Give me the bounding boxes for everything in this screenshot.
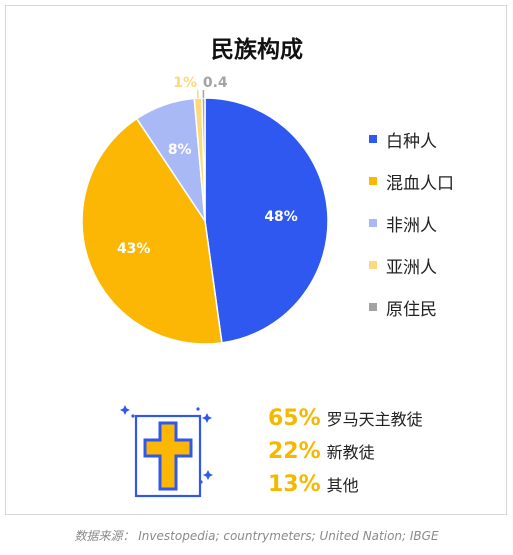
- legend-swatch: [369, 261, 377, 269]
- legend-swatch: [369, 177, 377, 185]
- data-label: 1%: [173, 75, 197, 91]
- legend-item: 非洲人: [369, 202, 454, 244]
- data-source: 数据来源： Investopedia; countrymeters; Unite…: [74, 529, 439, 543]
- legend-label: 非洲人: [386, 215, 437, 236]
- sparkle-icon: [120, 405, 135, 418]
- religion-name: 新教徒: [326, 443, 375, 462]
- religion-percent: 65%: [268, 406, 321, 431]
- chart-title: 民族构成: [211, 37, 303, 63]
- legend-label: 混血人口: [386, 173, 454, 194]
- legend-label: 亚洲人: [386, 257, 437, 278]
- pie-chart: 48% 43% 8% 1% 0.4: [81, 75, 329, 345]
- data-label: 8%: [168, 142, 192, 158]
- legend-swatch: [369, 219, 377, 227]
- data-label: 43%: [117, 241, 151, 257]
- religion-row: 65% 罗马天主教徒: [268, 406, 423, 439]
- legend-item: 混血人口: [369, 160, 454, 202]
- religion-percent: 22%: [268, 439, 321, 464]
- data-label: 48%: [264, 209, 298, 225]
- religion-row: 22% 新教徒: [268, 439, 423, 472]
- legend-item: 原住民: [369, 286, 454, 328]
- sparkle-icon: [196, 407, 212, 423]
- religion-percent: 13%: [268, 472, 321, 497]
- pie-slice: [81, 117, 223, 345]
- pie-slice: [204, 97, 329, 344]
- legend-item: 亚洲人: [369, 244, 454, 286]
- legend-item: 白种人: [369, 118, 454, 160]
- religion-row: 13% 其他: [268, 472, 423, 505]
- cross-icon: [120, 405, 213, 498]
- religion-name: 罗马天主教徒: [326, 410, 423, 429]
- legend-label: 白种人: [386, 131, 437, 152]
- legend: 白种人混血人口非洲人亚洲人原住民: [369, 118, 454, 328]
- legend-swatch: [369, 303, 377, 311]
- infographic-card: 民族构成 48% 43% 8% 1% 0.4 白种人混血人口非洲人亚洲人原住民 65% …: [5, 5, 507, 515]
- religion-list: 65% 罗马天主教徒 22% 新教徒 13% 其他: [268, 406, 423, 505]
- legend-label: 原住民: [386, 299, 437, 320]
- sparkle-icon: [199, 470, 213, 484]
- religion-name: 其他: [326, 476, 359, 495]
- legend-swatch: [369, 135, 377, 143]
- data-label: 0.4: [203, 75, 228, 91]
